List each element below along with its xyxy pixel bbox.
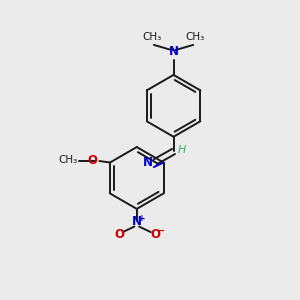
Text: O: O: [115, 228, 125, 241]
Text: +: +: [138, 214, 145, 224]
Text: CH₃: CH₃: [185, 32, 204, 42]
Text: N: N: [143, 157, 153, 169]
Text: N: N: [169, 45, 178, 58]
Text: O: O: [87, 154, 97, 167]
Text: CH₃: CH₃: [143, 32, 162, 42]
Text: O: O: [150, 228, 160, 241]
Text: CH₃: CH₃: [58, 155, 78, 166]
Text: −: −: [158, 226, 166, 236]
Text: N: N: [132, 215, 142, 228]
Text: H: H: [178, 145, 186, 155]
